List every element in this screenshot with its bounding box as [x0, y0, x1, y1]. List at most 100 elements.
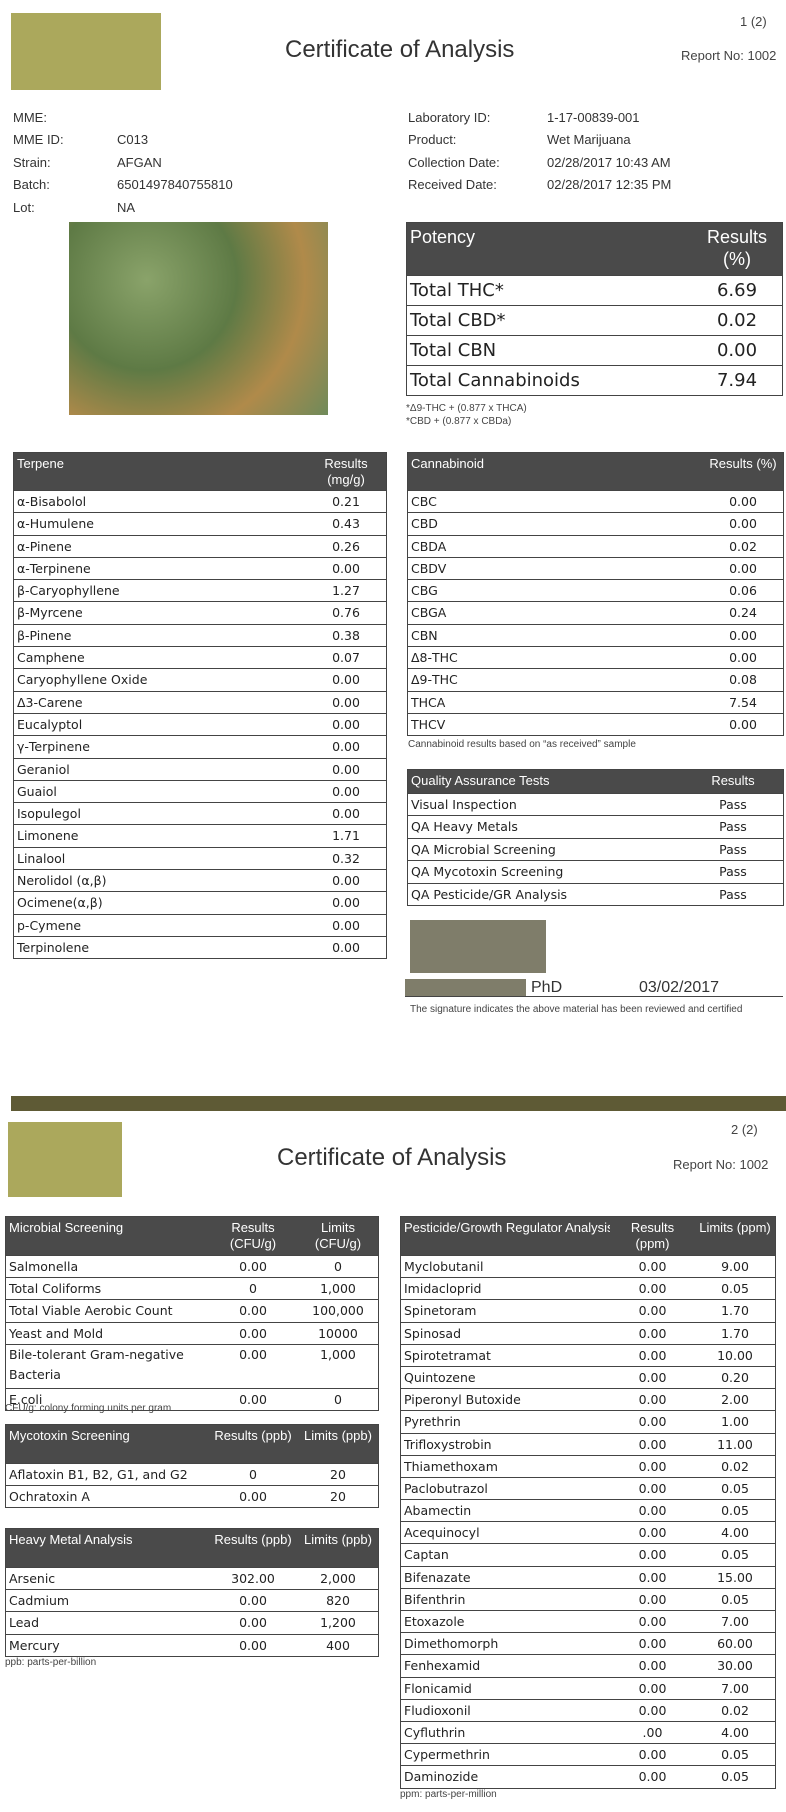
signer-name-redacted [405, 979, 526, 996]
analyte-name: Spinosad [404, 1325, 462, 1341]
analyte-name: CBDA [411, 538, 447, 554]
column-header: Limits (ppb) [304, 1532, 372, 1547]
column-header: Heavy Metal Analysis [9, 1532, 133, 1547]
result-value: 0.00 [332, 895, 360, 911]
table-row: QA Heavy Metals Pass [408, 815, 783, 837]
result-value: 0.00 [638, 1591, 667, 1607]
column-header: Mycotoxin Screening [9, 1428, 130, 1443]
info-label: Product: [408, 132, 457, 147]
column-header: Results (%) [706, 227, 768, 269]
result-value: 0.00 [638, 1525, 667, 1541]
signature-line [405, 976, 783, 997]
table-row: Yeast and Mold 0.00 10000 [6, 1321, 378, 1344]
info-value: 6501497840755810 [117, 177, 233, 192]
table-row: CBDV 0.00 [408, 556, 783, 579]
result-value: 60.00 [717, 1636, 753, 1652]
result-value: 15.00 [717, 1569, 753, 1585]
column-header: Limits (ppm) [699, 1220, 771, 1235]
analyte-name: Δ8-THC [411, 650, 458, 666]
result-value: 0.00 [638, 1569, 667, 1585]
analyte-name: Imidacloprid [404, 1281, 482, 1297]
result-value: 0.00 [638, 1259, 667, 1274]
column-header: Results (mg/g) [324, 456, 368, 487]
result-value: Pass [719, 797, 747, 812]
analyte-name: QA Microbial Screening [411, 841, 556, 857]
result-value: 0.00 [638, 1547, 667, 1563]
table-row: Spinetoram 0.00 1.70 [401, 1299, 775, 1321]
table-row: Lead 0.00 1,200 [6, 1611, 378, 1633]
analyte-name: Spinetoram [404, 1303, 477, 1319]
table-row: CBGA 0.24 [408, 601, 783, 623]
result-value: 9.00 [721, 1259, 749, 1274]
table-row: Linalool 0.32 [14, 846, 386, 869]
microbial-table: Microbial Screening Results (CFU/g) Limits… [5, 1216, 379, 1412]
result-value: 0.00 [332, 917, 360, 933]
result-value: 0.00 [239, 1615, 267, 1631]
result-value: 1,000 [320, 1281, 356, 1297]
column-header: Terpene [17, 456, 64, 471]
result-value: 0.00 [332, 739, 360, 755]
table-row: Guaiol 0.00 [14, 779, 386, 802]
info-value: 02/28/2017 10:43 AM [547, 155, 671, 170]
footnote-cbd: *CBD + (0.877 x CBDa) [406, 416, 512, 427]
pesticide-note: ppm: parts-per-million [400, 1789, 497, 1800]
table-row: Quintozene 0.00 0.20 [401, 1365, 775, 1388]
analyte-name: β-Caryophyllene [17, 583, 120, 599]
result-value: 0.02 [721, 1458, 749, 1474]
result-value: 20 [330, 1489, 346, 1505]
analyte-name: CBD [411, 516, 438, 532]
result-value: 0.00 [239, 1593, 267, 1609]
column-header: Results (%) [709, 456, 777, 471]
analyte-name: Flonicamid [404, 1680, 472, 1696]
analyte-name: Ochratoxin A [9, 1489, 90, 1505]
analyte-name: Total Coliforms [9, 1281, 102, 1297]
analyte-name: CBGA [411, 605, 447, 621]
result-value: 0.24 [729, 605, 757, 621]
result-value: 0.00 [729, 716, 757, 732]
result-value: 0.20 [721, 1369, 749, 1385]
result-value: 0.00 [638, 1503, 667, 1519]
analyte-name: Total THC* [410, 280, 504, 301]
result-value: 0.02 [721, 1702, 749, 1718]
table-header: Quality Assurance Tests Results [408, 770, 783, 793]
analyte-name: p-Cymene [17, 917, 82, 933]
potency-notes: *Δ9-THC + (0.877 x THCA) *CBD + (0.877 x… [406, 402, 527, 428]
terpene-table: Terpene Results (mg/g) α-Bisabolol 0.21 α-Hu… [13, 452, 387, 960]
result-value: 0.00 [729, 516, 757, 532]
result-value: 0.21 [332, 494, 360, 509]
result-value: 0.00 [638, 1369, 667, 1385]
table-row: Nerolidol (α,β) 0.00 [14, 869, 386, 891]
analyte-name: α-Pinene [17, 538, 72, 554]
result-value: 1.71 [332, 828, 360, 844]
analyte-name: Bifenthrin [404, 1591, 466, 1607]
table-row: Mercury 0.00 400 [6, 1633, 378, 1656]
table-row: Δ8-THC 0.00 [408, 646, 783, 668]
result-value: 1,200 [320, 1615, 356, 1631]
result-value: 4.00 [721, 1525, 749, 1541]
table-row: Terpinolene 0.00 [14, 935, 386, 958]
page-number: 2 (2) [731, 1122, 758, 1137]
table-row: p-Cymene 0.00 [14, 913, 386, 936]
analyte-name: Pyrethrin [404, 1414, 461, 1430]
result-value: 0.05 [721, 1547, 749, 1563]
result-value: 0.26 [332, 538, 360, 554]
table-row: β-Caryophyllene 1.27 [14, 579, 386, 601]
analyte-name: Limonene [17, 828, 79, 844]
result-value: 4.00 [721, 1724, 749, 1740]
analyte-name: Geraniol [17, 761, 70, 777]
analyte-name: Etoxazole [404, 1614, 465, 1629]
info-label: Received Date: [408, 177, 497, 192]
table-row: Visual Inspection Pass [408, 793, 783, 815]
info-label: Lot: [13, 200, 35, 215]
analyte-name: γ-Terpinene [17, 739, 90, 755]
column-header: Results (CFU/g) [229, 1220, 277, 1251]
result-value: 0.00 [332, 672, 360, 688]
table-row: Salmonella 0.00 0 [6, 1255, 378, 1277]
result-value: 0.05 [721, 1281, 749, 1297]
result-value: 2.00 [721, 1392, 749, 1408]
table-row: Eucalyptol 0.00 [14, 712, 386, 735]
table-row: QA Pesticide/GR Analysis Pass [408, 882, 783, 905]
table-row: Aflatoxin B1, B2, G1, and G2 0 20 [6, 1463, 378, 1485]
result-value: 0.05 [721, 1769, 749, 1785]
analyte-name: Paclobutrazol [404, 1480, 488, 1496]
